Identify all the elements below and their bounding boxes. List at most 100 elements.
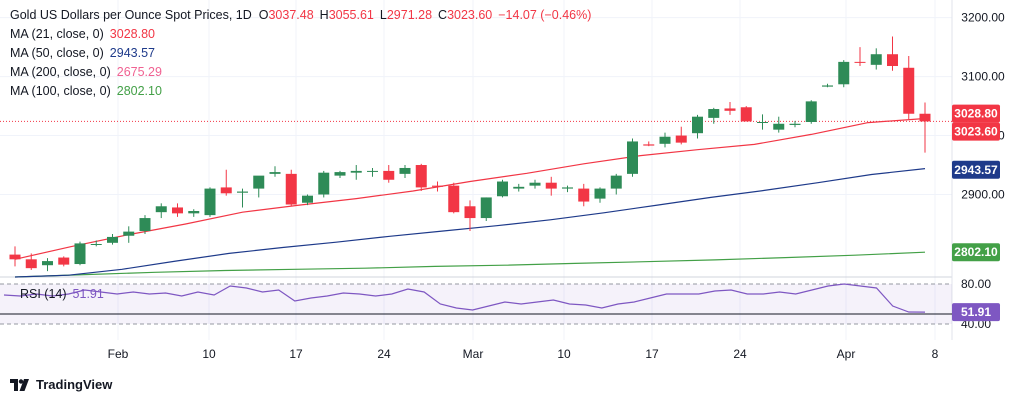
price-tick-label: 2900.00 xyxy=(961,187,1005,201)
candle-body xyxy=(464,206,476,219)
candle-body xyxy=(188,210,200,214)
ma100-line xyxy=(14,251,926,278)
candle-body xyxy=(627,141,638,174)
moving-averages xyxy=(14,117,926,278)
candle-body xyxy=(724,108,736,111)
candle-body xyxy=(123,231,135,236)
time-tick-label: Apr xyxy=(837,347,856,361)
candle-body xyxy=(155,206,167,213)
close-label: C xyxy=(438,8,448,22)
time-tick-label: 8 xyxy=(932,347,939,361)
ma50-price-tag: 2943.57 xyxy=(954,163,998,177)
candle-body xyxy=(25,259,37,269)
ma200-label: MA (200, close, 0) xyxy=(10,65,111,79)
candle-body xyxy=(285,173,297,205)
tradingview-logo[interactable]: TradingView xyxy=(10,377,112,392)
high-value: 3055.61 xyxy=(328,8,374,22)
candle-body xyxy=(708,109,720,118)
ma50-value: 2943.57 xyxy=(109,46,155,60)
ma100-price-tag: 2802.10 xyxy=(954,245,998,259)
ohlc-values: O3037.48 H3055.61 L2971.28 C3023.60 −14.07 (… xyxy=(255,8,597,22)
axes: Feb101724Mar101724Apr83200.003100.003000… xyxy=(108,11,1005,361)
open-label: O xyxy=(258,8,269,22)
rsi-legend[interactable]: RSI (14) 51.91 xyxy=(20,287,104,301)
candle-body xyxy=(562,187,573,189)
ma50-price-tag-bg xyxy=(952,160,1000,179)
legend-ma100[interactable]: MA (100, close, 0) 2802.10 xyxy=(10,82,597,101)
candle-body xyxy=(302,195,313,203)
open-value: 3037.48 xyxy=(268,8,314,22)
ma21-price-tag: 3028.80 xyxy=(954,107,998,121)
candle-body xyxy=(692,116,703,134)
rsi-value-tag-bg xyxy=(952,303,1000,322)
candle-body xyxy=(9,254,21,260)
ma50-label: MA (50, close, 0) xyxy=(10,46,104,60)
candle-body xyxy=(740,107,752,122)
time-tick-label: 10 xyxy=(557,347,571,361)
candle-body xyxy=(480,197,492,219)
candle-body xyxy=(578,188,590,202)
candle-body xyxy=(90,243,102,245)
candle-body xyxy=(74,243,86,265)
candle-body xyxy=(675,135,687,143)
candle-body xyxy=(594,188,606,199)
candle-body xyxy=(220,187,232,194)
time-tick-label: 24 xyxy=(733,347,747,361)
candle-body xyxy=(919,113,931,122)
rsi-value: 51.91 xyxy=(72,287,104,301)
candle-body xyxy=(870,54,882,65)
ma100-price-tag-bg xyxy=(952,243,1000,262)
candle-body xyxy=(757,121,768,123)
low-label: L xyxy=(379,8,387,22)
symbol-title[interactable]: Gold US Dollars per Ounce Spot Prices, 1… xyxy=(10,8,252,22)
candle-body xyxy=(903,67,915,114)
candle-body xyxy=(773,123,785,130)
candle-body xyxy=(887,54,898,67)
rsi-upper-label: 80.00 xyxy=(961,277,991,291)
ma21-price-tag-bg xyxy=(952,104,1000,123)
candle-body xyxy=(107,236,118,243)
candle-body xyxy=(269,172,281,174)
candle-body xyxy=(659,136,671,144)
candle-body xyxy=(383,170,395,180)
candle-body xyxy=(529,182,541,186)
tradingview-logo-icon xyxy=(10,378,29,391)
candle-body xyxy=(610,175,622,189)
candle-body xyxy=(253,175,265,189)
candle-body xyxy=(513,186,525,189)
ma200-value: 2675.29 xyxy=(116,65,162,79)
time-tick-label: 17 xyxy=(645,347,659,361)
legend-ma50[interactable]: MA (50, close, 0) 2943.57 xyxy=(10,44,597,63)
candle-body xyxy=(367,170,378,172)
chart-legend: Gold US Dollars per Ounce Spot Prices, 1… xyxy=(10,6,597,101)
low-value: 2971.28 xyxy=(386,8,433,22)
ma100-label: MA (100, close, 0) xyxy=(10,84,111,98)
candle-body xyxy=(334,172,346,176)
candle-body xyxy=(350,170,362,173)
legend-ma21[interactable]: MA (21, close, 0) 3028.80 xyxy=(10,25,597,44)
close-price-tag-bg xyxy=(952,122,1000,141)
time-tick-label: Mar xyxy=(463,347,484,361)
tradingview-brand-text: TradingView xyxy=(36,377,113,392)
time-tick-label: 17 xyxy=(289,347,303,361)
rsi-label: RSI (14) xyxy=(20,287,67,301)
candle-body xyxy=(838,61,850,85)
change-value: −14.07 (−0.46%) xyxy=(498,8,592,22)
candle-body xyxy=(204,188,216,216)
candle-body xyxy=(545,182,557,189)
ma21-label: MA (21, close, 0) xyxy=(10,27,104,41)
close-value: 3023.60 xyxy=(447,8,493,22)
legend-ma200[interactable]: MA (200, close, 0) 2675.29 xyxy=(10,63,597,82)
time-tick-label: 24 xyxy=(377,347,391,361)
candle-body xyxy=(448,185,460,213)
candle-body xyxy=(789,123,801,125)
grid-layer xyxy=(0,0,952,340)
candle-body xyxy=(822,85,833,87)
high-label: H xyxy=(319,8,329,22)
candle-body xyxy=(318,172,330,195)
close-price-tag: 3023.60 xyxy=(954,125,998,139)
candlesticks xyxy=(9,36,931,272)
